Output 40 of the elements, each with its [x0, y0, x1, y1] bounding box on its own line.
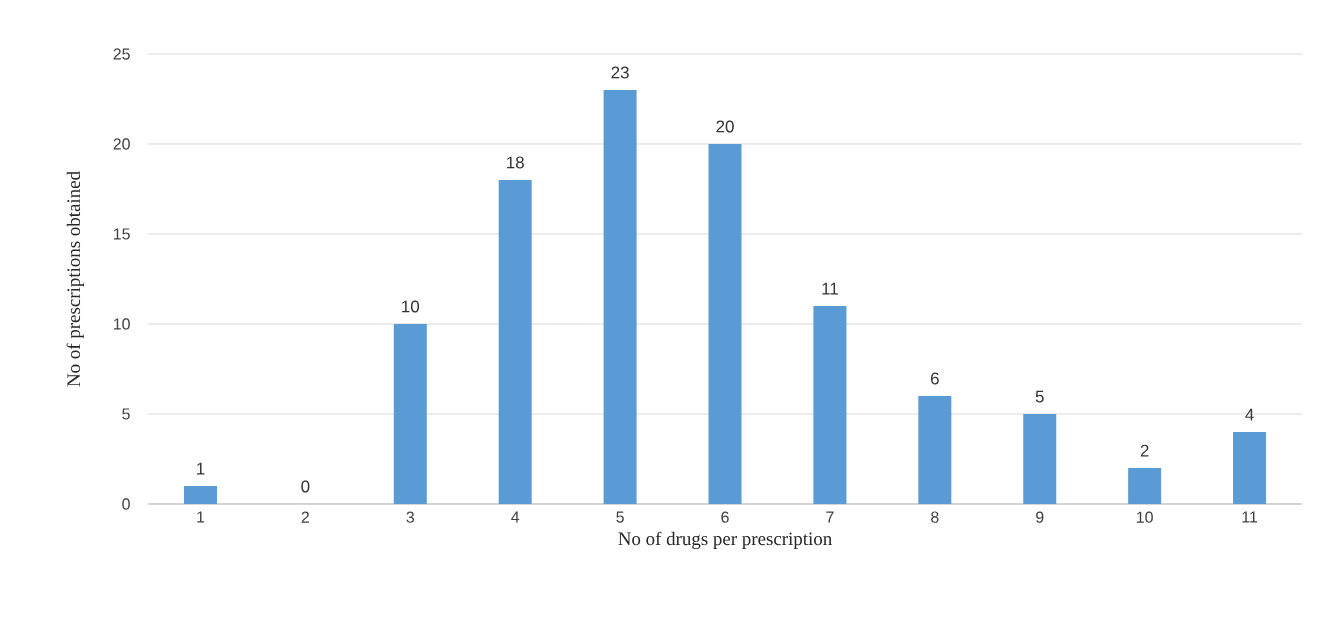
- data-label: 20: [716, 120, 734, 133]
- y-tick-label: 5: [122, 408, 130, 420]
- bar: [918, 395, 952, 504]
- x-tick-label: 1: [197, 511, 205, 523]
- bar: [1233, 431, 1267, 504]
- x-axis-title: No of drugs per prescription: [618, 531, 832, 550]
- y-tick-label: 20: [113, 138, 130, 150]
- x-tick-label: 11: [1242, 511, 1258, 523]
- y-tick-label: 25: [113, 48, 130, 60]
- y-tick-label: 15: [113, 228, 130, 240]
- data-label: 0: [301, 480, 310, 493]
- bar: [393, 323, 427, 504]
- bar: [1128, 467, 1162, 504]
- data-label: 23: [611, 66, 629, 79]
- y-tick-label: 0: [122, 498, 130, 510]
- x-tick-label: 10: [1137, 511, 1153, 523]
- bar: [183, 485, 217, 504]
- data-label: 18: [507, 156, 524, 169]
- x-tick-label: 3: [406, 511, 415, 523]
- x-tick-label: 9: [1036, 511, 1044, 523]
- data-label: 11: [822, 282, 838, 295]
- data-label: 6: [930, 372, 939, 385]
- data-label: 4: [1245, 408, 1254, 421]
- x-tick-label: 2: [301, 511, 310, 523]
- y-axis-title: No of prescriptions obtained: [66, 171, 84, 387]
- x-tick-label: 5: [616, 511, 624, 523]
- data-label: 2: [1140, 444, 1149, 457]
- data-label: 10: [402, 300, 420, 313]
- x-tick-label: 4: [511, 511, 520, 523]
- x-tick-label: 8: [931, 511, 939, 523]
- bar: [603, 89, 637, 504]
- x-tick-label: 7: [826, 511, 834, 523]
- bar: [708, 143, 742, 504]
- data-label: 5: [1035, 390, 1044, 403]
- x-tick-label: 6: [721, 511, 729, 523]
- bar: [498, 179, 532, 504]
- data-label: 1: [197, 462, 205, 475]
- bar: [813, 305, 847, 504]
- y-tick-label: 10: [113, 318, 130, 330]
- bar: [1023, 413, 1057, 504]
